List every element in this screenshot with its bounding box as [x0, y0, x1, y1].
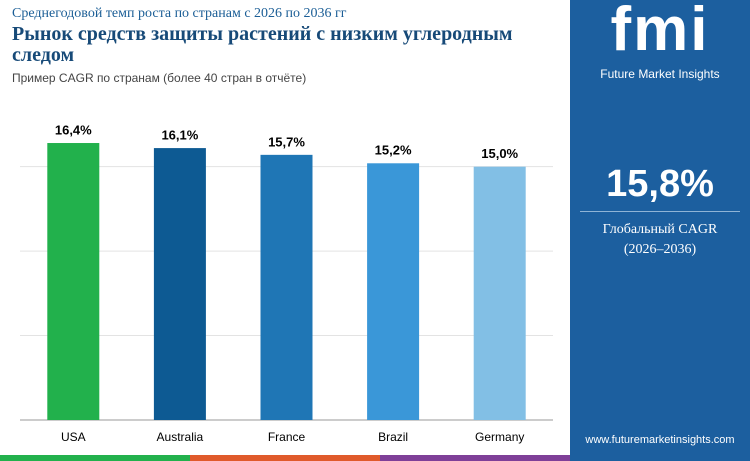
value-label: 16,4% [55, 122, 92, 137]
x-tick-label: France [268, 430, 306, 444]
sidebar: fmi Future Market Insights 15,8% Глобаль… [570, 0, 750, 461]
bar [473, 166, 526, 420]
stripe [190, 455, 380, 461]
global-cagr: 15,8% [606, 163, 714, 205]
subtitle: Среднегодовой темп роста по странам с 20… [12, 6, 347, 21]
chart: USA 16,4% Australia 16,1% France 15,7% Brazil 1… [0, 122, 570, 461]
x-tick-label: USA [61, 430, 86, 444]
period: (2026–2036) [623, 242, 697, 257]
value-label: 15,7% [268, 134, 305, 149]
divider [580, 211, 740, 212]
value-label: 15,0% [481, 146, 518, 161]
stripe [380, 455, 570, 461]
chart-title: Рынок средств защиты растений с низким у… [12, 23, 513, 66]
bar [260, 154, 313, 420]
x-tick-label: Brazil [378, 430, 408, 444]
label: Глобальный CAGR [602, 222, 718, 237]
value-label: 16,1% [161, 128, 198, 143]
bar [367, 163, 420, 421]
url: www.futuremarketinsights.com [585, 434, 735, 446]
stripe [0, 455, 190, 461]
x-tick-label: Germany [475, 430, 524, 444]
bar [153, 148, 206, 421]
bar [47, 143, 100, 420]
x-tick-label: Australia [157, 430, 204, 444]
global-cagr-label: Глобальный CAGR (2026–2036) [570, 220, 750, 260]
value-label: 15,2% [375, 143, 412, 158]
logo: fmi [610, 0, 710, 64]
note: Пример CAGR по странам (более 40 стран в… [12, 71, 307, 85]
brand: Future Market Insights [600, 67, 720, 81]
